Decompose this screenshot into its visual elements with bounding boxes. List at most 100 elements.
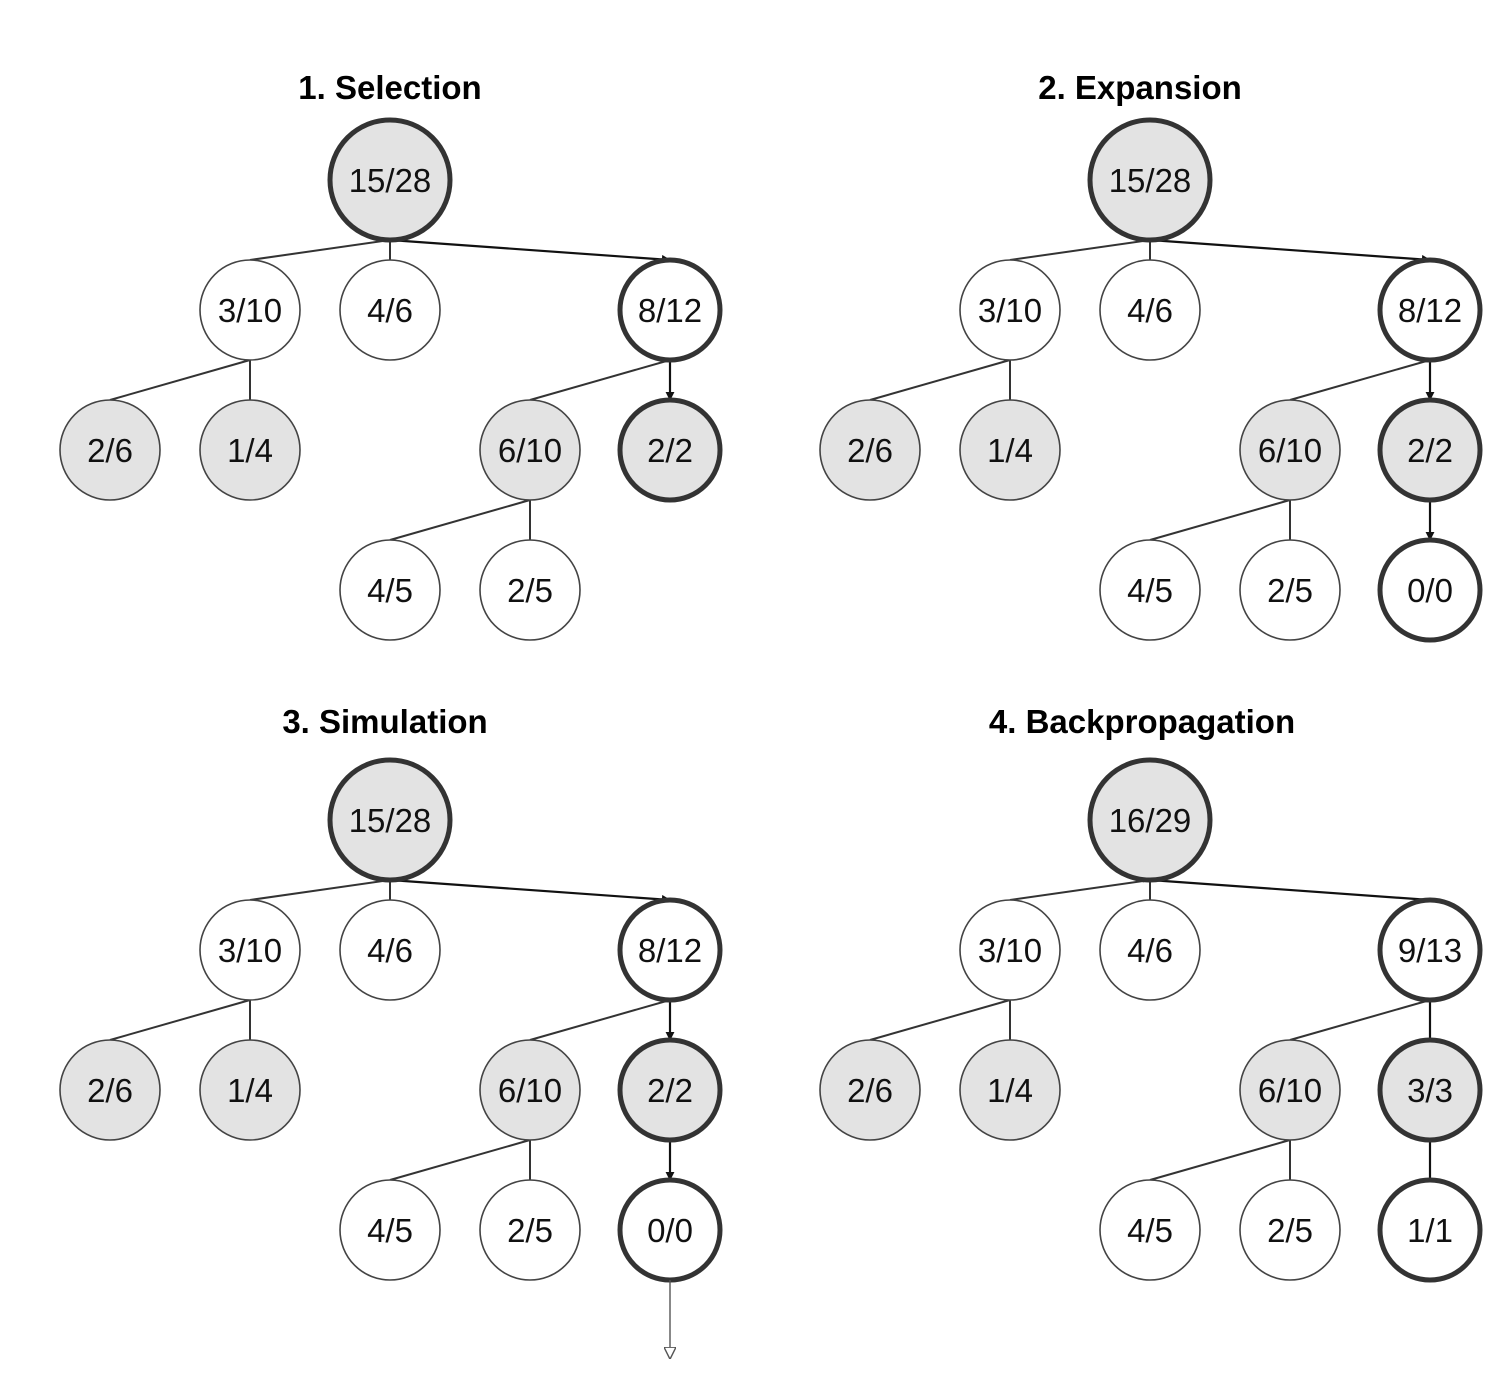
node-circle [327,757,453,883]
tree-node: 3/10 [199,259,301,361]
node-label: 16/29 [1109,802,1192,839]
node-label: 6/10 [498,1072,562,1109]
node-label: 4/5 [367,572,413,609]
tree-node: 15/28 [327,757,453,883]
tree-node: 2/5 [1239,1179,1341,1281]
node-circle [199,899,301,1001]
node-circle [479,1179,581,1281]
tree-edge [529,359,671,401]
panel-title: 3. Simulation [282,703,487,740]
tree-node: 2/2 [617,397,723,503]
node-circle [1377,397,1483,503]
node-circle [1099,539,1201,641]
tree-node: 2/5 [479,539,581,641]
node-circle [959,259,1061,361]
node-label: 2/5 [1267,1212,1313,1249]
node-circle [59,399,161,501]
tree-node: 1/4 [199,399,301,501]
tree-node: 4/5 [1099,539,1201,641]
node-label: 2/6 [847,1072,893,1109]
tree-edge [1149,499,1291,541]
node-circle [1087,117,1213,243]
tree-node: 2/2 [1377,397,1483,503]
node-circle [959,399,1061,501]
tree-node: 1/4 [199,1039,301,1141]
node-circle [617,257,723,363]
node-label: 2/2 [647,1072,693,1109]
node-label: 4/6 [367,292,413,329]
node-label: 2/2 [1407,432,1453,469]
tree-node: 6/10 [479,1039,581,1141]
node-label: 4/6 [367,932,413,969]
node-label: 6/10 [1258,432,1322,469]
tree-edge [109,999,251,1041]
node-circle [339,1179,441,1281]
node-label: 1/4 [227,432,273,469]
node-label: 2/6 [847,432,893,469]
edges [869,879,1431,1181]
tree-node: 15/28 [327,117,453,243]
panel-title: 4. Backpropagation [989,703,1295,740]
node-label: 15/28 [349,162,432,199]
node-label: 15/28 [1109,162,1192,199]
node-circle [819,399,921,501]
node-label: 1/4 [227,1072,273,1109]
tree-node: 4/6 [1099,899,1201,1001]
node-circle [1377,1177,1483,1283]
tree-node: 1/4 [959,399,1061,501]
panel-title: 2. Expansion [1038,69,1242,106]
node-label: 2/5 [507,572,553,609]
node-label: 4/6 [1127,292,1173,329]
tree-node: 2/6 [59,399,161,501]
tree-edge [1009,879,1151,901]
node-circle [1377,1037,1483,1143]
tree-edge [869,999,1011,1041]
tree-node: 9/13 [1377,897,1483,1003]
tree-edge [1289,999,1431,1041]
tree-node: 1/4 [959,1039,1061,1141]
node-circle [1239,1179,1341,1281]
node-label: 6/10 [1258,1072,1322,1109]
node-circle [1239,1039,1341,1141]
node-label: 4/6 [1127,932,1173,969]
node-label: 3/10 [218,932,282,969]
selected-edge [1149,238,1431,264]
node-circle [1087,757,1213,883]
node-label: 2/6 [87,1072,133,1109]
node-circle [1239,399,1341,501]
node-label: 3/3 [1407,1072,1453,1109]
tree-node: 2/2 [617,1037,723,1143]
panel-expansion: 2. Expansion 15/28 3/10 4/6 8/12 2/6 1/4 6/10 2… [819,69,1483,643]
node-label: 1/4 [987,432,1033,469]
panel-title: 1. Selection [298,69,481,106]
tree-node: 16/29 [1087,757,1213,883]
tree-edge [249,879,391,901]
tree-node: 4/5 [339,1179,441,1281]
tree-node: 3/10 [959,259,1061,361]
node-label: 1/4 [987,1072,1033,1109]
node-circle [1099,259,1201,361]
tree-edge [1149,1139,1291,1181]
node-circle [1239,539,1341,641]
node-circle [1099,899,1201,1001]
node-label: 3/10 [218,292,282,329]
node-circle [199,259,301,361]
node-label: 0/0 [1407,572,1453,609]
node-circle [59,1039,161,1141]
node-label: 4/5 [1127,1212,1173,1249]
tree-node: 6/10 [1239,399,1341,501]
node-circle [199,1039,301,1141]
node-circle [959,1039,1061,1141]
tree-node: 8/12 [617,257,723,363]
tree-edge [1289,359,1431,401]
tree-node: 4/6 [339,259,441,361]
tree-edge [249,239,391,261]
node-circle [959,899,1061,1001]
tree-node: 8/12 [617,897,723,1003]
tree-node: 3/10 [199,899,301,1001]
tree-edge [1009,239,1151,261]
node-circle [479,1039,581,1141]
node-label: 3/10 [978,292,1042,329]
node-label: 2/5 [1267,572,1313,609]
node-circle [339,539,441,641]
